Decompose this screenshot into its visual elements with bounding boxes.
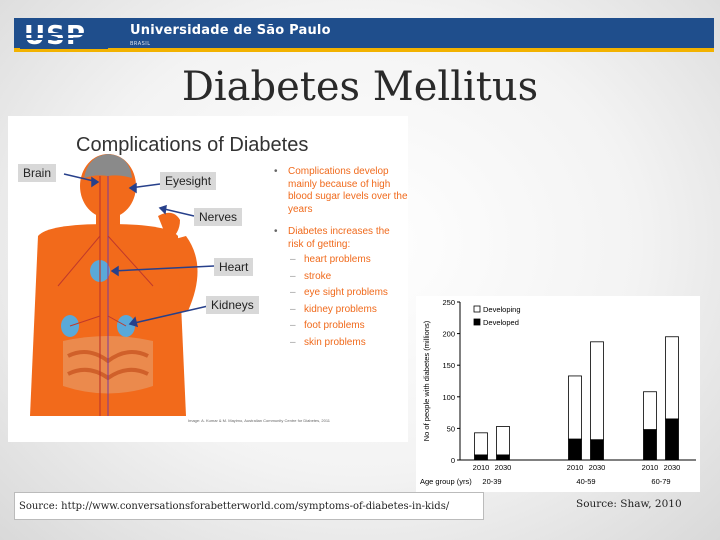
complications-infographic: Complications of Diabetes [8,116,408,442]
legend-label-developed: Developed [483,318,519,327]
legend-label-developing: Developing [483,305,521,314]
label-kidneys: Kidneys [206,296,259,314]
diabetes-bar-chart: 0 50 100 150 200 250 No of people with diabete… [420,298,696,486]
group-label: 60-79 [651,477,670,486]
risk-item: eye sight problems [270,287,408,300]
y-tick-label: 100 [442,393,455,402]
image-credit: Image: A. Kumar & M. Mayimo, Australian … [188,418,330,423]
header-banner: USP Universidade de São Paulo BRASIL [14,18,714,52]
risk-item: skin problems [270,337,408,350]
source-chart: Source: Shaw, 2010 [576,498,682,510]
group-label: 40-59 [576,477,595,486]
risk-item: heart problems [270,254,408,267]
risk-item: stroke [270,271,408,284]
bar-developed [496,454,510,461]
usp-logo: USP [20,21,108,49]
bar-developing [590,341,604,441]
bar-developing [568,375,582,440]
bar-developed [643,429,657,461]
complications-text: Complications develop mainly because of … [270,166,408,353]
bar-developed [568,438,582,461]
slide-title: Diabetes Mellitus [181,64,539,110]
x-tick-label: 2010 [473,463,490,472]
x-tick-label: 2030 [495,463,512,472]
risk-item: foot problems [270,320,408,333]
risk-item: kidney problems [270,304,408,317]
y-tick-label: 150 [442,361,455,370]
label-brain: Brain [18,164,57,182]
legend-swatch-developed [473,318,481,326]
y-tick-label: 0 [451,456,455,465]
bar-developed [665,418,679,461]
x-tick-label: 2010 [567,463,584,472]
label-eyesight: Eyesight [160,172,217,190]
label-nerves: Nerves [194,208,243,226]
body-illustration [30,154,215,416]
university-country: BRASIL [130,41,151,47]
y-axis-label: No of people with diabetes (millions) [422,320,431,441]
x-tick-label: 2010 [642,463,659,472]
x-tick-label: 2030 [589,463,606,472]
bar-developing [643,391,657,431]
group-label: 20-39 [482,477,501,486]
bar-developing [665,336,679,420]
y-tick-label: 50 [447,424,455,433]
legend-swatch-developing [473,305,481,313]
university-name: Universidade de São Paulo [130,23,331,38]
bar-developing [474,432,488,456]
x-tick-label: 2030 [664,463,681,472]
infographic-title: Complications of Diabetes [76,134,309,156]
bar-developed [590,439,604,461]
diabetes-chart-panel: 0 50 100 150 200 250 No of people with diabete… [416,296,700,492]
bar-developing [496,426,510,456]
label-heart: Heart [214,258,254,276]
bar-developed [474,454,488,461]
y-tick-label: 200 [442,330,455,339]
bullet-cause: Complications develop mainly because of … [270,166,408,216]
source-infographic: Source: http://www.conversationsforabett… [14,492,484,520]
y-tick-label: 250 [442,298,455,307]
x-axis-label: Age group (yrs) [420,477,472,486]
bullet-risk: Diabetes increases the risk of getting: [270,226,408,251]
